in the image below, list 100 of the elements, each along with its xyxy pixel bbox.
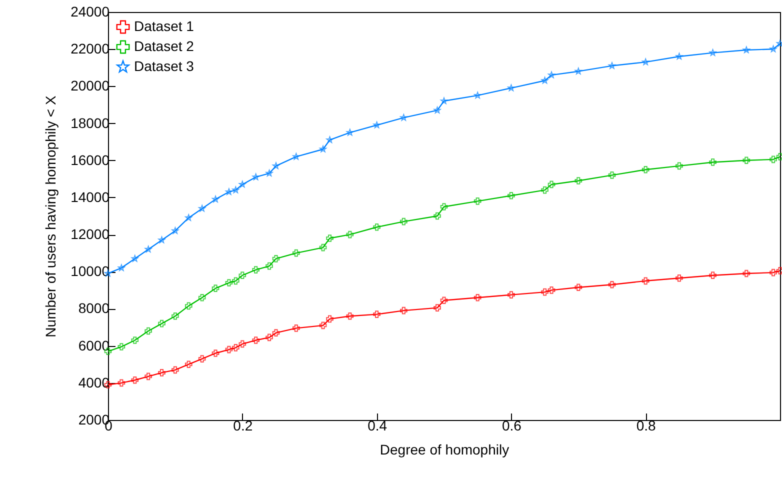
point bbox=[548, 286, 556, 294]
y-tick-label: 24000 bbox=[70, 4, 110, 20]
y-tick-label: 10000 bbox=[70, 263, 110, 280]
point bbox=[742, 270, 750, 278]
y-tick-label: 22000 bbox=[70, 40, 110, 57]
legend-label: Dataset 3 bbox=[134, 58, 194, 74]
point bbox=[232, 277, 240, 285]
point bbox=[238, 340, 246, 348]
point bbox=[252, 336, 260, 344]
y-tick-label: 20000 bbox=[70, 78, 110, 94]
point bbox=[770, 156, 777, 164]
point bbox=[770, 45, 777, 52]
y-tick-label: 18000 bbox=[70, 114, 110, 131]
point bbox=[198, 355, 206, 362]
point bbox=[158, 369, 166, 376]
point bbox=[212, 284, 220, 292]
point bbox=[742, 156, 750, 164]
point bbox=[508, 192, 515, 200]
point bbox=[373, 310, 380, 318]
point bbox=[373, 121, 380, 128]
legend-label: Dataset 2 bbox=[134, 38, 194, 54]
point bbox=[184, 302, 192, 310]
point bbox=[272, 329, 280, 336]
point bbox=[252, 266, 260, 274]
point bbox=[292, 324, 300, 332]
point bbox=[434, 304, 441, 312]
point bbox=[158, 320, 166, 328]
point bbox=[266, 170, 273, 176]
point bbox=[184, 360, 192, 368]
point bbox=[319, 244, 327, 252]
point bbox=[608, 172, 616, 179]
point bbox=[172, 366, 179, 374]
point bbox=[272, 254, 280, 262]
point bbox=[474, 294, 482, 302]
point bbox=[198, 294, 206, 302]
point bbox=[292, 249, 300, 257]
point bbox=[252, 173, 260, 180]
point bbox=[400, 218, 408, 226]
point bbox=[541, 186, 548, 194]
point bbox=[541, 288, 548, 296]
x-tick-label: 0.4 bbox=[368, 418, 388, 434]
point bbox=[440, 203, 448, 210]
point bbox=[440, 97, 448, 104]
point bbox=[326, 136, 334, 144]
point bbox=[400, 306, 408, 314]
point bbox=[742, 46, 750, 54]
x-tick-label: 0.8 bbox=[636, 418, 656, 434]
point bbox=[172, 227, 179, 234]
point bbox=[131, 376, 139, 384]
point bbox=[346, 230, 354, 238]
point bbox=[144, 372, 152, 380]
point bbox=[574, 68, 582, 74]
point bbox=[548, 180, 556, 188]
point bbox=[574, 177, 582, 184]
point bbox=[608, 62, 616, 69]
point bbox=[608, 280, 616, 288]
point bbox=[292, 152, 300, 160]
point bbox=[508, 291, 515, 298]
point bbox=[172, 312, 179, 320]
point bbox=[776, 40, 782, 47]
point bbox=[326, 315, 334, 323]
y-axis-title: Number of users having homophily < X bbox=[42, 95, 59, 338]
point bbox=[326, 234, 334, 242]
point bbox=[400, 114, 408, 121]
point bbox=[144, 327, 152, 335]
point bbox=[346, 128, 354, 136]
point bbox=[642, 277, 650, 285]
point bbox=[508, 84, 515, 92]
point bbox=[434, 212, 441, 220]
point bbox=[676, 52, 683, 60]
point bbox=[118, 379, 126, 387]
point bbox=[709, 158, 716, 166]
point bbox=[266, 334, 273, 342]
point bbox=[574, 284, 582, 292]
x-tick-label: 0.6 bbox=[502, 418, 522, 434]
point bbox=[232, 344, 240, 352]
point bbox=[198, 204, 206, 212]
point bbox=[131, 336, 139, 344]
point bbox=[770, 268, 777, 276]
x-tick-label: 0.2 bbox=[233, 418, 253, 434]
point bbox=[225, 188, 232, 195]
point bbox=[548, 71, 556, 78]
point bbox=[642, 58, 650, 66]
y-tick-label: 16000 bbox=[70, 152, 110, 168]
point bbox=[238, 272, 246, 280]
point bbox=[474, 92, 482, 99]
point bbox=[212, 350, 220, 357]
point bbox=[225, 346, 233, 354]
point bbox=[272, 162, 280, 169]
point bbox=[320, 146, 327, 152]
point bbox=[434, 106, 441, 114]
point bbox=[541, 76, 548, 84]
point bbox=[319, 322, 327, 330]
y-tick-label: 14000 bbox=[70, 188, 110, 205]
point bbox=[118, 343, 126, 350]
point bbox=[185, 214, 192, 221]
point bbox=[158, 236, 166, 244]
point bbox=[238, 180, 246, 188]
point bbox=[709, 272, 716, 280]
point bbox=[642, 166, 650, 174]
